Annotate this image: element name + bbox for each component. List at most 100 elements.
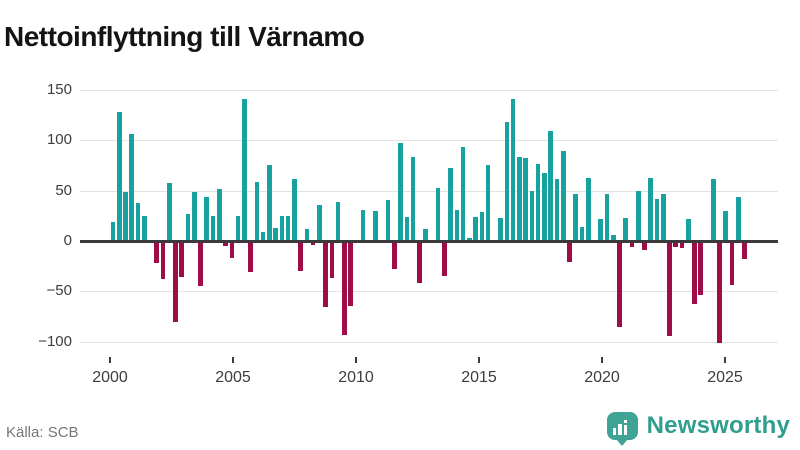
- bar-positive: [554, 178, 560, 241]
- gridline: [80, 291, 778, 293]
- newsworthy-logo: Newsworthy: [606, 412, 790, 446]
- bar-positive: [123, 191, 128, 241]
- bar-negative: [698, 241, 704, 296]
- bar-positive: [129, 134, 135, 241]
- y-axis-tick-label: 150: [46, 80, 72, 98]
- bar-negative: [667, 241, 672, 336]
- x-axis-tick: [355, 357, 357, 363]
- bar-positive: [685, 218, 691, 241]
- y-axis-tick-label: −50: [46, 282, 72, 300]
- bar-chart-exclamation-icon: [612, 419, 628, 435]
- bar-negative: [642, 241, 647, 251]
- x-axis-tick: [109, 357, 111, 363]
- bar-positive: [116, 112, 122, 241]
- y-axis-tick-label: 0: [63, 232, 72, 249]
- bar-positive: [473, 216, 478, 241]
- bar-negative: [567, 241, 572, 263]
- gridline: [80, 341, 778, 343]
- x-axis-tick-label: 2005: [215, 369, 251, 386]
- bar-positive: [317, 204, 322, 241]
- bar-positive: [304, 228, 310, 241]
- bar-negative: [248, 241, 253, 273]
- bar-positive: [635, 190, 641, 241]
- x-axis-tick-label: 2000: [92, 369, 128, 386]
- bar-positive: [260, 231, 266, 241]
- bar-negative: [742, 241, 747, 260]
- bar-negative: [692, 241, 697, 305]
- x-axis-tick-label: 2015: [461, 369, 497, 386]
- bar-positive: [723, 210, 729, 241]
- bar-negative: [348, 241, 353, 307]
- bar-positive: [404, 216, 410, 241]
- bar-positive: [710, 178, 716, 241]
- newsworthy-logo-icon: [606, 412, 638, 446]
- bar-positive: [454, 209, 460, 241]
- bar-negative: [154, 241, 160, 264]
- x-axis-tick: [601, 357, 603, 363]
- bar-negative: [179, 241, 185, 278]
- gridline: [80, 89, 778, 91]
- bar-positive: [385, 199, 391, 241]
- bar-positive: [529, 190, 535, 241]
- bar-positive: [235, 215, 241, 241]
- bar-positive: [141, 215, 147, 241]
- bar-positive: [373, 210, 378, 241]
- bar-positive: [510, 99, 516, 241]
- gridline: [80, 140, 778, 142]
- bar-positive: [560, 151, 566, 241]
- bar-negative: [442, 241, 447, 277]
- x-axis-tick: [724, 357, 726, 363]
- bar-negative: [617, 241, 622, 327]
- page-title: Nettoinflyttning till Värnamo: [4, 20, 365, 52]
- x-axis-zero-line: [80, 239, 778, 243]
- bar-negative: [160, 241, 166, 280]
- bar-positive: [292, 178, 297, 241]
- bar-positive: [254, 181, 260, 241]
- bar-positive: [598, 218, 604, 241]
- bar-positive: [110, 221, 116, 241]
- bar-positive: [648, 177, 654, 241]
- bar-positive: [573, 193, 579, 241]
- bar-positive: [279, 215, 285, 241]
- bar-positive: [585, 177, 591, 241]
- bar-positive: [204, 196, 210, 241]
- bar-positive: [460, 147, 466, 241]
- bar-negative: [629, 241, 635, 248]
- bar-positive: [267, 165, 272, 241]
- bar-negative: [342, 241, 347, 335]
- bar-positive: [579, 226, 585, 241]
- bar-positive: [654, 198, 660, 241]
- x-axis-tick-label: 2020: [584, 369, 620, 386]
- bar-positive: [623, 217, 629, 241]
- bar-positive: [210, 215, 216, 241]
- bar-negative: [298, 241, 303, 272]
- bar-positive: [523, 158, 528, 241]
- bar-positive: [736, 196, 741, 241]
- bar-positive: [285, 215, 291, 241]
- bar-positive: [135, 202, 141, 241]
- bar-negative: [673, 241, 679, 248]
- bar-negative: [329, 241, 335, 279]
- bar-positive: [535, 164, 541, 241]
- bar-negative: [323, 241, 328, 308]
- bar-positive: [498, 217, 503, 241]
- bar-positive: [398, 143, 403, 241]
- x-axis-tick-label: 2010: [338, 369, 374, 386]
- bar-positive: [360, 209, 366, 241]
- bar-positive: [542, 172, 547, 241]
- bar-negative: [310, 241, 316, 246]
- bar-positive: [504, 122, 510, 241]
- bar-negative: [717, 241, 722, 343]
- y-axis-tick-label: 100: [46, 131, 72, 149]
- bar-negative: [198, 241, 203, 287]
- bar-positive: [185, 213, 191, 241]
- bar-negative: [417, 241, 422, 284]
- y-axis-tick-label: −100: [38, 332, 72, 350]
- bar-positive: [610, 234, 616, 241]
- bar-positive: [273, 227, 278, 241]
- bar-positive: [604, 193, 610, 241]
- newsworthy-logo-text: Newsworthy: [646, 412, 790, 439]
- bar-positive: [435, 187, 441, 241]
- bar-positive: [191, 191, 197, 241]
- bar-positive: [410, 157, 416, 241]
